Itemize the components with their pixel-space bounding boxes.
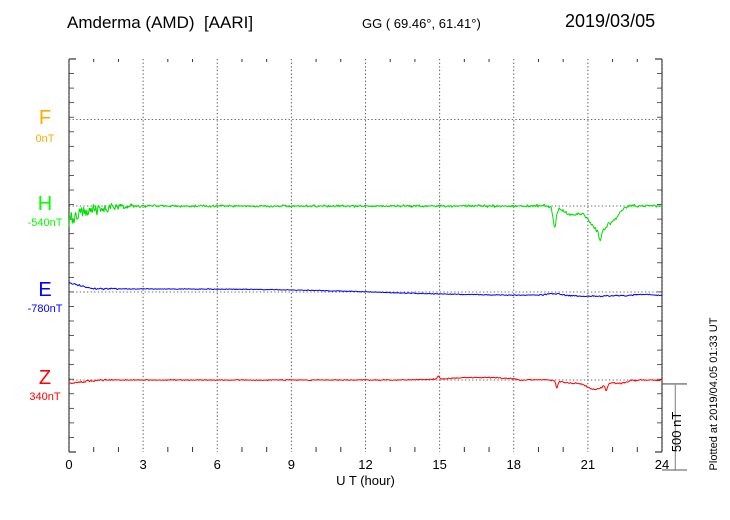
svg-text:9: 9: [288, 457, 295, 472]
svg-text:U T (hour): U T (hour): [336, 473, 395, 488]
svg-text:12: 12: [358, 457, 372, 472]
svg-text:6: 6: [214, 457, 221, 472]
svg-text:3: 3: [140, 457, 147, 472]
svg-text:500 nT: 500 nT: [669, 412, 684, 453]
svg-text:Plotted at 2019/04.05 01:33 UT: Plotted at 2019/04.05 01:33 UT: [708, 317, 720, 470]
svg-text:18: 18: [507, 457, 521, 472]
svg-text:21: 21: [581, 457, 595, 472]
svg-text:15: 15: [432, 457, 446, 472]
svg-text:0: 0: [65, 457, 72, 472]
